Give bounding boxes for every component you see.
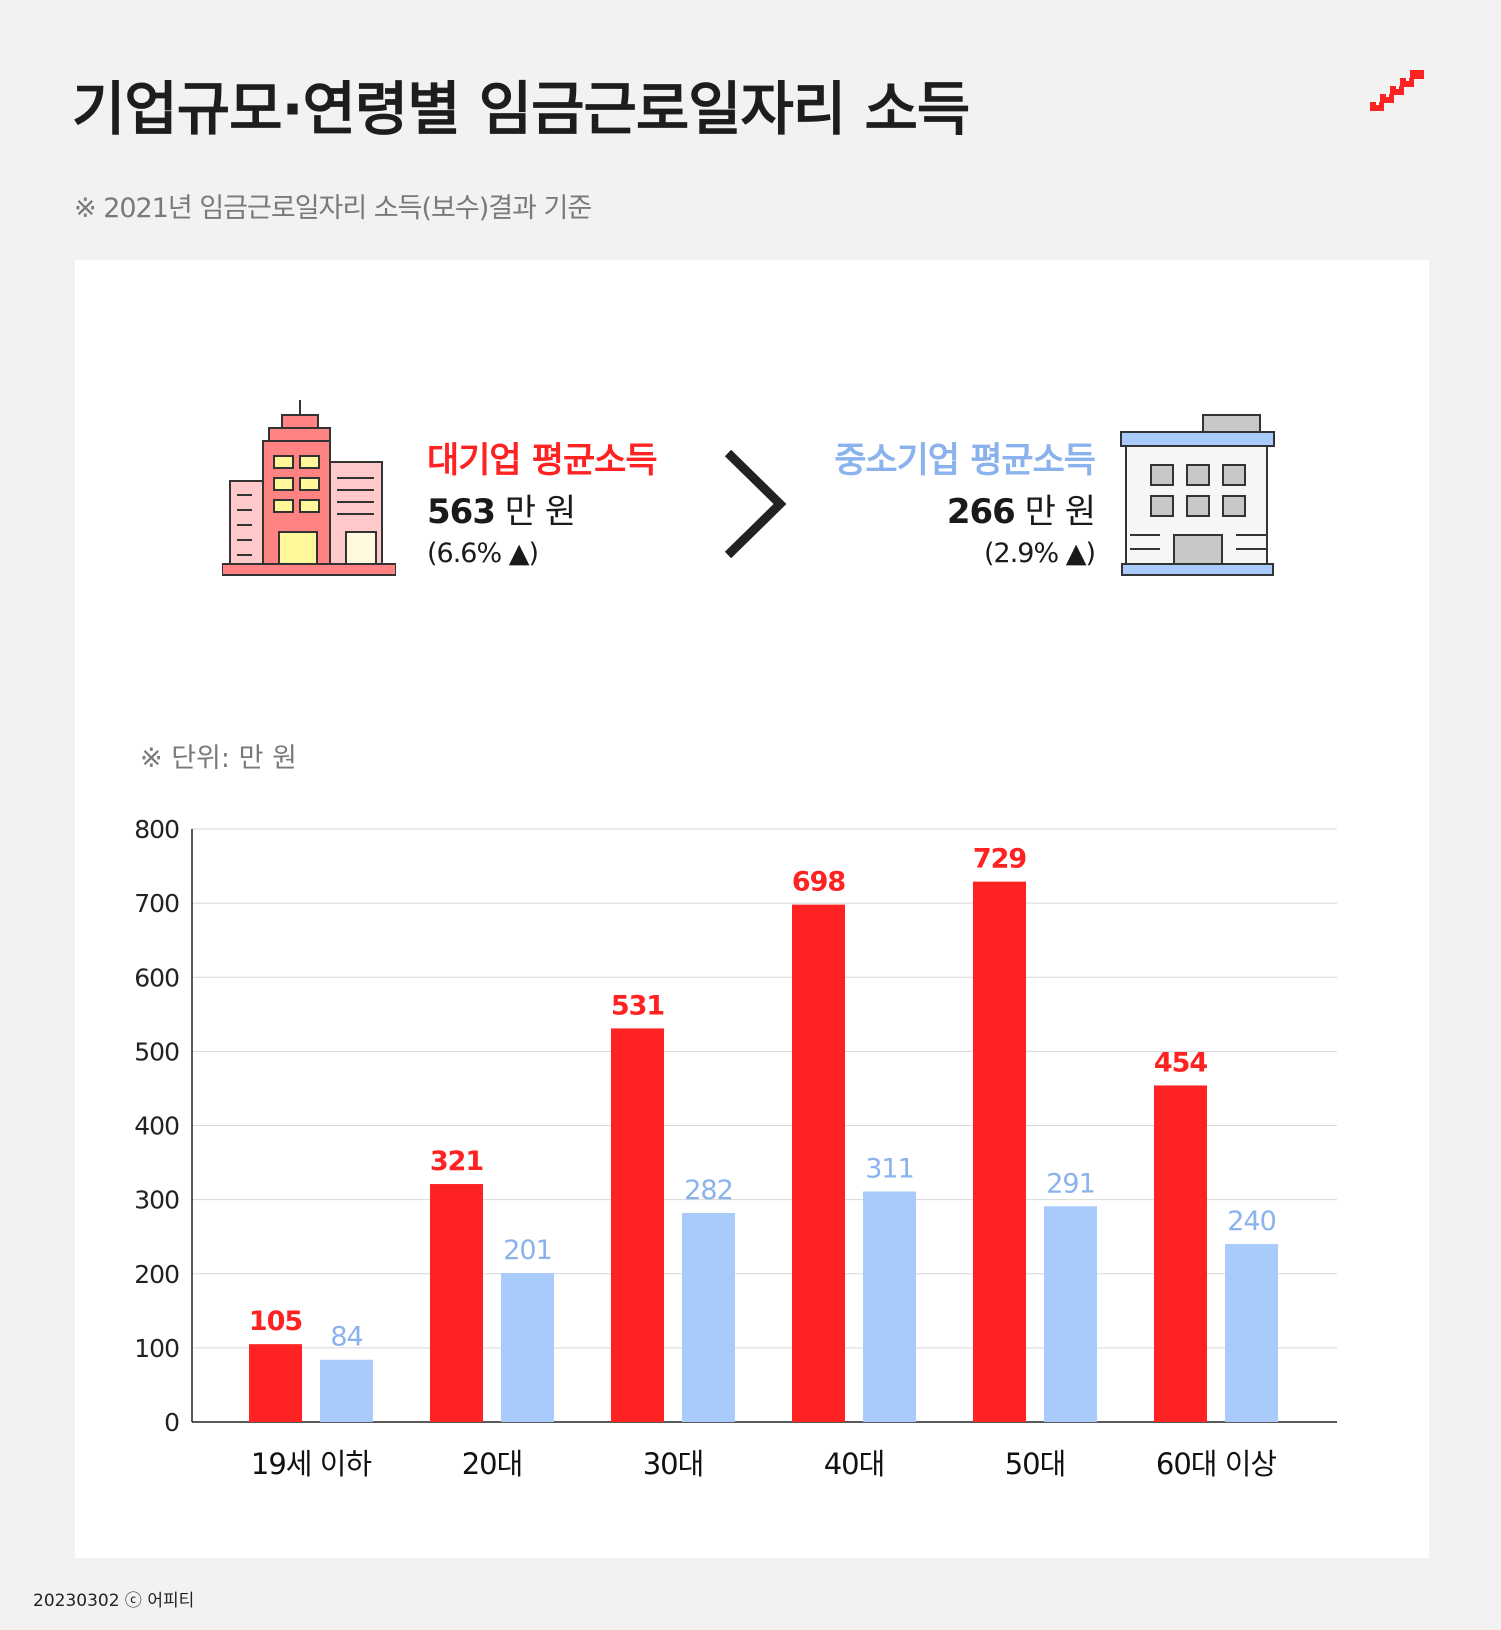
bar-large bbox=[1154, 1085, 1207, 1422]
data-label: 201 bbox=[503, 1235, 552, 1266]
y-tick-label: 200 bbox=[134, 1260, 179, 1289]
bar-small bbox=[1225, 1244, 1278, 1422]
large-company-building-icon bbox=[222, 400, 396, 576]
y-tick-label: 600 bbox=[134, 963, 179, 992]
y-tick-label: 300 bbox=[134, 1186, 179, 1215]
data-label: 729 bbox=[973, 844, 1027, 875]
large-company-income-unit: 만 원 bbox=[504, 492, 576, 532]
small-company-income-value: 266 bbox=[946, 492, 1016, 532]
y-tick-label: 100 bbox=[134, 1334, 179, 1363]
x-tick-label: 60대 이상 bbox=[1156, 1447, 1276, 1481]
bar-large bbox=[792, 904, 845, 1422]
data-label: 321 bbox=[430, 1146, 483, 1177]
x-tick-label: 19세 이하 bbox=[251, 1447, 371, 1481]
x-tick-label: 50대 bbox=[1005, 1447, 1066, 1481]
bar-small bbox=[501, 1273, 554, 1422]
large-company-income-value: 563 bbox=[427, 492, 496, 532]
small-company-income-unit: 만 원 bbox=[1024, 492, 1096, 532]
bar-small bbox=[863, 1191, 916, 1422]
data-label: 291 bbox=[1046, 1168, 1095, 1199]
unit-note: ※ 단위: 만 원 bbox=[140, 743, 297, 774]
stairs-logo-icon bbox=[1370, 70, 1424, 111]
data-label: 105 bbox=[249, 1306, 302, 1337]
small-company-building-icon bbox=[1120, 414, 1275, 576]
data-label: 282 bbox=[684, 1175, 733, 1206]
y-tick-label: 800 bbox=[134, 815, 179, 844]
subtitle: ※ 2021년 임금근로일자리 소득(보수)결과 기준 bbox=[74, 193, 592, 224]
bar-small bbox=[320, 1359, 373, 1422]
data-label: 454 bbox=[1154, 1047, 1208, 1078]
large-company-income: 563 만 원 bbox=[427, 484, 576, 533]
y-tick-label: 400 bbox=[134, 1112, 179, 1141]
greater-than-chevron-icon bbox=[724, 450, 787, 558]
footer-credit: 20230302 ⓒ 어피티 bbox=[33, 1591, 195, 1611]
data-label: 240 bbox=[1227, 1206, 1276, 1237]
y-tick-label: 700 bbox=[134, 889, 179, 918]
bar-large bbox=[611, 1028, 664, 1422]
data-label: 311 bbox=[865, 1153, 914, 1184]
bar-large bbox=[973, 881, 1026, 1422]
bar-small bbox=[1044, 1206, 1097, 1422]
y-tick-label: 500 bbox=[134, 1037, 179, 1066]
x-tick-label: 40대 bbox=[824, 1447, 885, 1481]
x-tick-label: 30대 bbox=[643, 1447, 704, 1481]
data-label: 698 bbox=[792, 867, 846, 898]
large-company-change: (6.6% ▲) bbox=[427, 538, 539, 569]
data-label: 531 bbox=[611, 990, 664, 1021]
y-tick-label: 0 bbox=[164, 1408, 179, 1437]
bar-large bbox=[249, 1344, 302, 1422]
data-label: 84 bbox=[330, 1322, 362, 1353]
bar-large bbox=[430, 1184, 483, 1422]
large-company-label: 대기업 평균소득 bbox=[427, 441, 658, 481]
bar-small bbox=[682, 1212, 735, 1422]
small-company-income: 266 만 원 bbox=[946, 484, 1096, 533]
x-tick-label: 20대 bbox=[462, 1447, 523, 1481]
small-company-label: 중소기업 평균소득 bbox=[834, 441, 1096, 481]
page-title: 기업규모·연령별 임금근로일자리 소득 bbox=[72, 75, 970, 143]
small-company-change: (2.9% ▲) bbox=[983, 538, 1096, 569]
